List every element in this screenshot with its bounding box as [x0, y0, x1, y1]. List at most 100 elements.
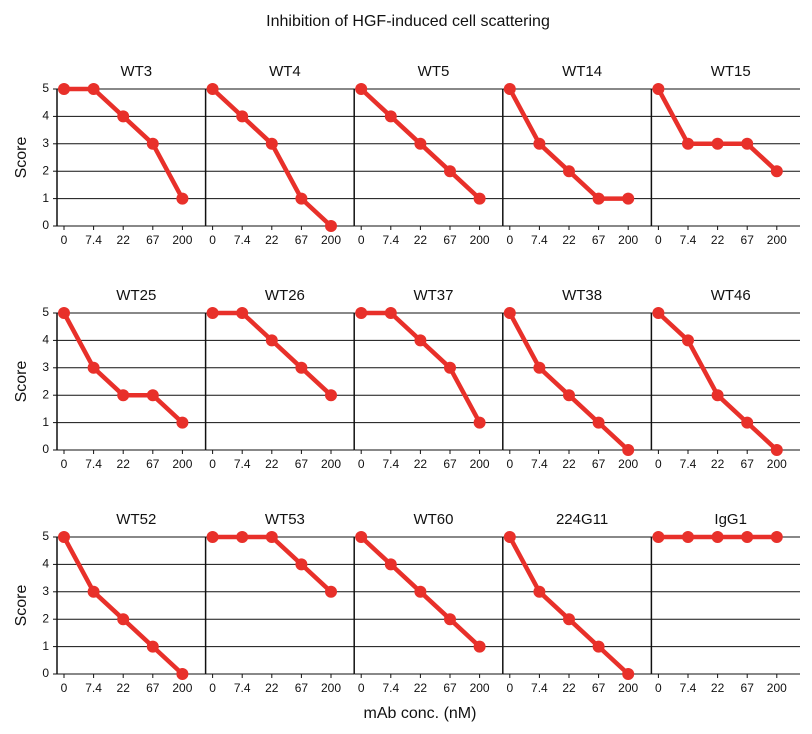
y-axis-label: Score: [13, 137, 30, 179]
x-tick-label: 7.4: [234, 457, 251, 471]
x-tick-label: 0: [506, 681, 513, 695]
data-point: [682, 531, 694, 543]
x-tick-label: 22: [414, 457, 428, 471]
data-point: [146, 389, 159, 402]
x-tick-label: 0: [61, 457, 68, 471]
data-point: [711, 389, 724, 402]
y-axis-label: Score: [13, 361, 30, 403]
x-tick-label: 22: [265, 457, 279, 471]
x-tick-label: 0: [358, 233, 365, 247]
x-tick-label: 67: [741, 233, 755, 247]
data-point: [58, 83, 70, 95]
y-tick-label: 2: [42, 387, 49, 401]
x-tick-label: 200: [172, 457, 192, 471]
data-point: [652, 531, 665, 543]
x-tick-label: 200: [470, 233, 490, 247]
x-tick-label: 67: [146, 681, 160, 695]
data-point: [533, 137, 546, 150]
data-point: [741, 531, 754, 543]
data-point: [325, 389, 337, 402]
data-point: [87, 361, 100, 374]
y-tick-label: 3: [42, 136, 49, 150]
x-tick-label: 0: [655, 681, 662, 695]
x-tick-label: 0: [506, 233, 513, 247]
y-axis-label: Score: [13, 585, 30, 627]
data-point: [503, 83, 516, 95]
x-tick-label: 200: [321, 457, 341, 471]
data-point: [682, 137, 694, 150]
x-tick-label: 7.4: [680, 233, 697, 247]
x-tick-label: 7.4: [382, 457, 399, 471]
data-point: [592, 640, 605, 653]
data-point: [176, 668, 189, 680]
data-point: [711, 137, 724, 150]
data-point: [265, 531, 278, 543]
x-tick-label: 7.4: [531, 681, 548, 695]
panel-title: WT3: [120, 63, 152, 80]
x-tick-label: 67: [295, 233, 309, 247]
x-tick-label: 7.4: [531, 457, 548, 471]
data-point: [355, 531, 368, 543]
x-tick-label: 67: [592, 233, 606, 247]
y-tick-label: 1: [42, 415, 49, 429]
x-tick-label: 67: [443, 457, 457, 471]
data-line: [62, 535, 184, 676]
x-tick-label: 0: [358, 681, 365, 695]
y-tick-label: 5: [42, 305, 49, 319]
x-tick-label: 0: [61, 233, 68, 247]
y-tick-label: 2: [42, 163, 49, 177]
data-point: [117, 389, 130, 402]
x-tick-label: 200: [618, 457, 638, 471]
y-tick-label: 5: [42, 529, 49, 543]
panel-title: WT4: [269, 63, 301, 80]
data-point: [473, 640, 486, 653]
data-line: [211, 87, 333, 228]
x-tick-label: 67: [146, 457, 160, 471]
x-tick-label: 22: [711, 681, 725, 695]
data-point: [652, 83, 665, 95]
x-tick-label: 200: [767, 681, 787, 695]
x-tick-label: 7.4: [234, 233, 251, 247]
x-axis-label: mAb conc. (nM): [364, 705, 477, 722]
data-point: [295, 558, 308, 571]
data-line: [656, 311, 779, 452]
panel-title: WT38: [562, 287, 602, 304]
data-line: [507, 535, 630, 676]
data-point: [682, 334, 694, 347]
x-tick-label: 7.4: [85, 681, 102, 695]
x-tick-label: 67: [295, 457, 309, 471]
data-point: [770, 531, 783, 543]
data-point: [473, 416, 486, 429]
y-tick-label: 0: [42, 218, 49, 232]
data-point: [146, 640, 159, 653]
data-point: [265, 137, 278, 150]
data-point: [652, 307, 665, 319]
data-point: [58, 531, 70, 543]
data-line: [212, 310, 333, 397]
x-tick-label: 22: [562, 457, 576, 471]
panel-title: WT52: [116, 511, 156, 528]
data-point: [592, 416, 605, 429]
data-point: [146, 137, 159, 150]
data-point: [533, 361, 546, 374]
x-tick-label: 0: [358, 457, 365, 471]
x-tick-label: 7.4: [382, 233, 399, 247]
x-tick-label: 0: [61, 681, 68, 695]
data-point: [622, 192, 635, 205]
data-point: [58, 307, 70, 319]
data-point: [444, 613, 456, 626]
x-tick-label: 7.4: [531, 233, 548, 247]
data-point: [741, 416, 754, 429]
x-tick-label: 22: [414, 233, 428, 247]
data-point: [622, 668, 635, 680]
data-point: [444, 165, 456, 178]
y-tick-label: 2: [42, 611, 49, 625]
data-point: [206, 307, 219, 319]
x-tick-label: 22: [414, 681, 428, 695]
data-point: [206, 531, 219, 543]
x-tick-label: 22: [562, 233, 576, 247]
y-tick-label: 1: [42, 639, 49, 653]
data-point: [295, 361, 308, 374]
x-tick-label: 67: [741, 457, 755, 471]
y-tick-label: 3: [42, 360, 49, 374]
